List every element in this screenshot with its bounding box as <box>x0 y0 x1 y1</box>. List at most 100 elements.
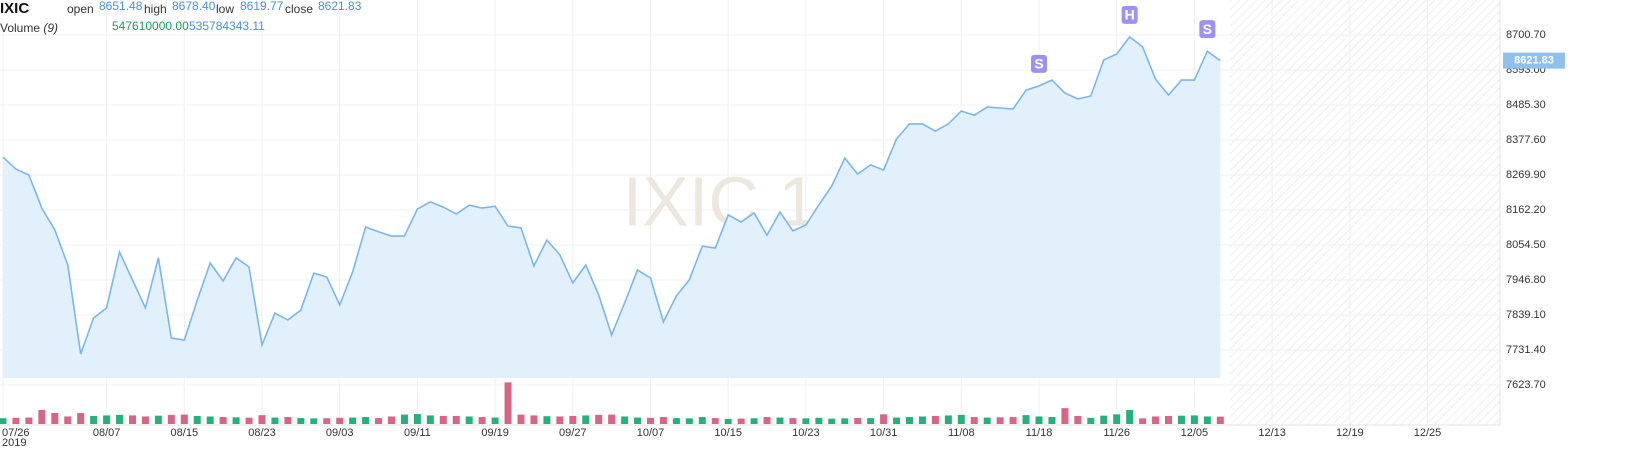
volume-bar <box>711 418 719 424</box>
volume-bar <box>1074 415 1082 424</box>
symbol: IXIC <box>0 0 29 17</box>
x-tick-label: 10/15 <box>714 427 742 439</box>
x-tick-label: 07/26 <box>2 427 30 439</box>
volume-bar <box>12 417 20 424</box>
volume-bar <box>1113 414 1121 424</box>
volume-name: Volume <box>0 21 40 35</box>
x-tick-label: 10/31 <box>870 427 898 439</box>
last-price-label: 8621.83 <box>1514 55 1554 67</box>
y-tick-label: 7623.70 <box>1506 379 1546 391</box>
volume-bar <box>802 418 810 424</box>
volume-bar <box>724 418 732 424</box>
volume-last: 547610000.00 <box>112 19 189 33</box>
volume-bar <box>1048 417 1056 424</box>
volume-bar <box>504 382 512 424</box>
volume-period: (9) <box>43 21 58 35</box>
volume-bar <box>698 417 706 424</box>
x-tick-label: 12/05 <box>1181 427 1209 439</box>
annotation-label: H <box>1125 7 1135 23</box>
volume-bar <box>1152 416 1160 424</box>
volume-bar <box>193 415 201 424</box>
volume-bar <box>1139 418 1147 424</box>
volume-bar <box>90 415 98 424</box>
x-tick-label: 11/08 <box>948 427 975 439</box>
volume-bar <box>828 418 836 424</box>
volume-bar <box>906 417 913 424</box>
high-value: 8678.40 <box>172 0 216 13</box>
x-tick-label: 08/23 <box>248 427 276 439</box>
volume-bar <box>362 417 370 424</box>
annotation-marker <box>1121 5 1138 24</box>
volume-bar <box>776 417 784 424</box>
close-label: close <box>285 2 313 16</box>
volume-bar <box>918 416 926 424</box>
close-value: 8621.83 <box>318 0 362 13</box>
volume-bar <box>426 415 434 424</box>
volume-bar <box>569 415 577 424</box>
open-label: open <box>67 2 94 16</box>
volume-bar <box>983 417 991 424</box>
volume-bar <box>167 414 175 424</box>
volume-bar <box>685 418 693 424</box>
volume-bar <box>129 415 136 424</box>
y-tick-label: 8485.30 <box>1506 99 1546 111</box>
volume-bar <box>375 418 383 424</box>
volume-bar <box>232 417 240 424</box>
x-tick-label: 09/11 <box>404 427 431 439</box>
y-tick-label: 8162.20 <box>1506 204 1546 216</box>
volume-bar <box>323 418 331 424</box>
volume-bar <box>478 417 486 424</box>
volume-bar <box>413 414 421 424</box>
x-tick-label: 10/23 <box>792 427 820 439</box>
volume-bar <box>1216 416 1224 424</box>
legend-header: IXIC open 8651.48 high 8678.40 low 8619.… <box>0 0 362 35</box>
x-tick-label: 12/13 <box>1258 427 1286 439</box>
volume-bar <box>1100 415 1108 424</box>
high-label: high <box>144 2 167 16</box>
volume-bar <box>970 417 978 424</box>
volume-bar <box>491 417 499 424</box>
volume-bar <box>931 415 939 424</box>
plot: S H S <box>0 5 1224 424</box>
y-tick-label: 7946.80 <box>1506 274 1546 286</box>
volume-bar <box>556 416 564 424</box>
volume-bar <box>996 417 1004 424</box>
x-tick-label: 09/27 <box>559 427 587 439</box>
volume-bar <box>284 417 292 424</box>
x-tick-label: 10/07 <box>637 427 665 439</box>
y-tick-label: 7731.40 <box>1506 344 1546 356</box>
volume-bar <box>206 416 214 424</box>
last-price-tag <box>1503 52 1565 69</box>
volume-ma: 535784343.11 <box>189 19 265 33</box>
volume-bar <box>245 417 253 424</box>
volume-bar <box>750 418 758 424</box>
volume-bar <box>517 414 525 424</box>
volume-bar <box>349 417 357 424</box>
volume-bar <box>38 409 46 424</box>
volume-bar <box>530 415 538 424</box>
volume-bar <box>116 414 124 424</box>
volume-bar <box>64 416 72 424</box>
volume-bar <box>1165 415 1172 424</box>
volume-bar <box>582 415 590 424</box>
low-value: 8619.77 <box>240 0 284 13</box>
y-tick-label: 8269.90 <box>1506 169 1546 181</box>
volume-bar <box>608 414 616 424</box>
volume-bar <box>141 416 149 424</box>
volume-bar <box>815 417 823 424</box>
volume-bar <box>1009 417 1017 424</box>
volume-bar <box>763 417 771 424</box>
volume-bar <box>672 418 680 424</box>
volume-bar <box>465 416 473 424</box>
volume-bar <box>388 416 395 424</box>
volume-bar <box>219 417 227 424</box>
future-area <box>1230 0 1500 425</box>
volume-bar <box>452 415 460 424</box>
volume-bar <box>271 417 279 424</box>
volume-bar <box>297 418 305 424</box>
volume-bar <box>103 415 111 424</box>
volume-bar <box>310 418 318 424</box>
volume-bar <box>841 418 849 424</box>
volume-bar <box>180 414 188 424</box>
